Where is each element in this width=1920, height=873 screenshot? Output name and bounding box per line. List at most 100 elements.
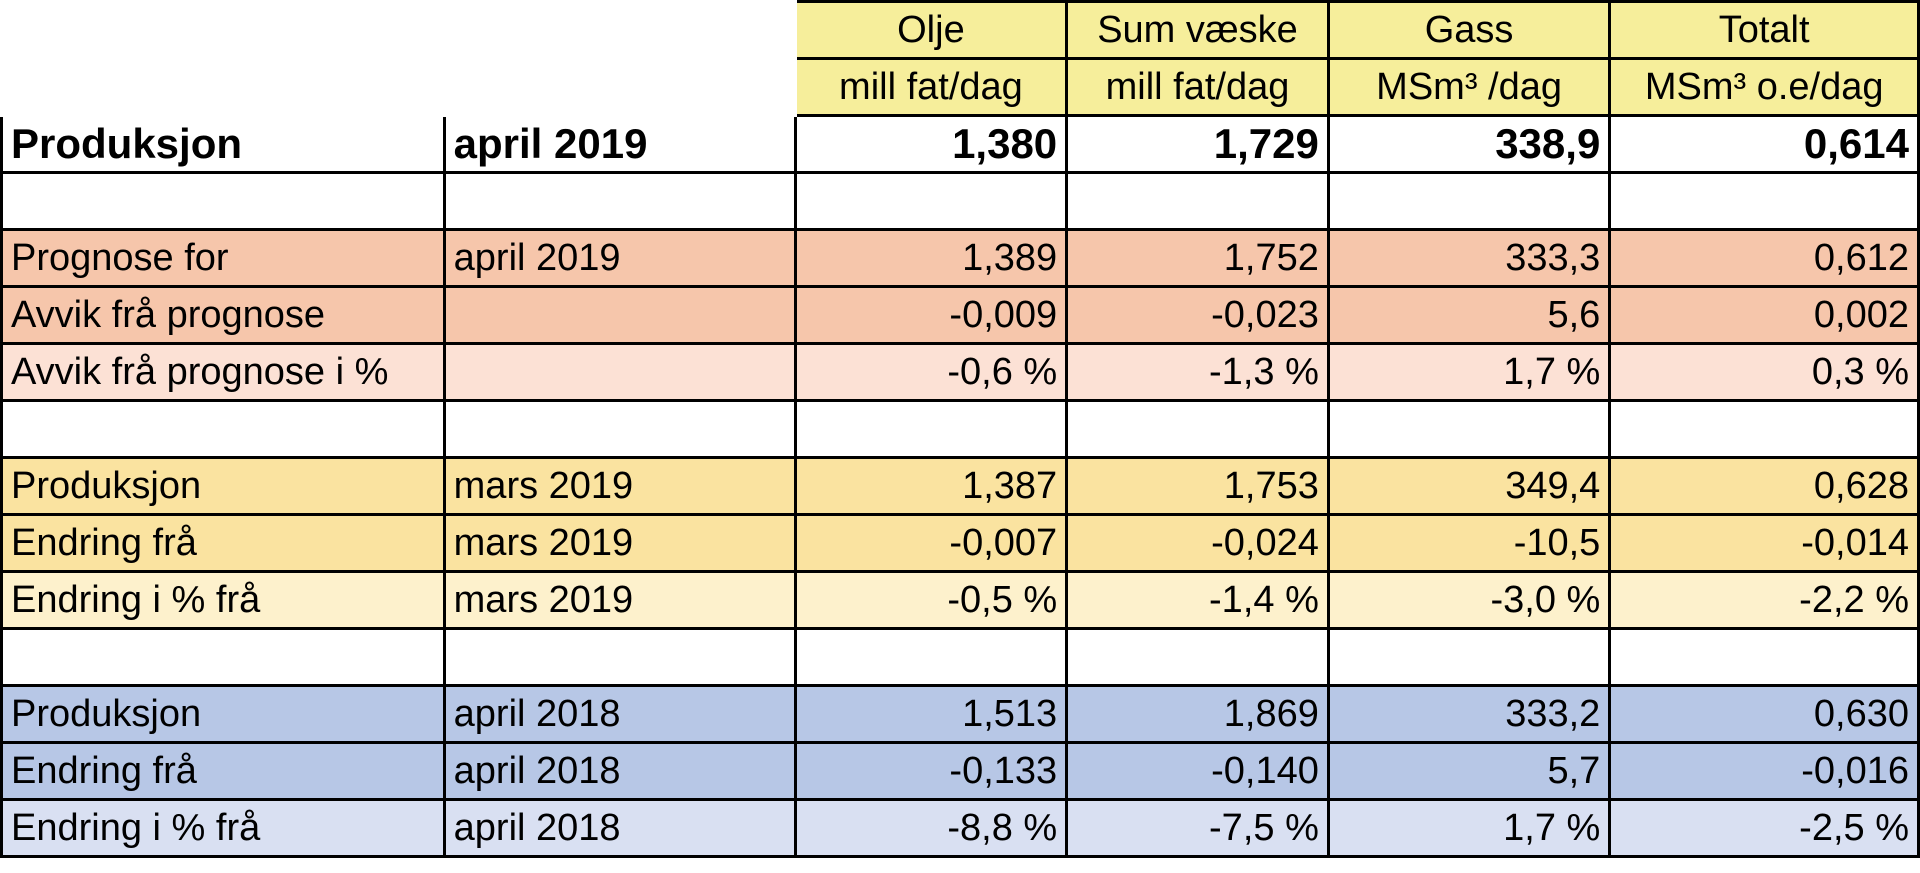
row-period: mars 2019: [442, 513, 797, 573]
row-label: Avvik frå prognose: [0, 285, 446, 345]
value-totalt: -0,016: [1608, 741, 1920, 801]
value-totalt: -2,5 %: [1608, 798, 1920, 858]
row-period: mars 2019: [442, 456, 797, 516]
row-label: Endring frå: [0, 741, 446, 801]
table-row-endring-pct-april-2018: Endring i % frå april 2018 -8,8 % -7,5 %…: [0, 798, 1920, 858]
value-gass: [1326, 399, 1612, 459]
table-row-empty: [0, 171, 1920, 231]
value-gass: 5,6: [1326, 285, 1612, 345]
value-totalt: [1608, 171, 1920, 231]
blank-cell: [444, 1, 796, 59]
value-sum-vaeske: 1,729: [1065, 114, 1330, 174]
value-totalt: 0,3 %: [1608, 342, 1920, 402]
value-olje: 1,387: [793, 456, 1069, 516]
value-gass: 1,7 %: [1326, 798, 1612, 858]
unit-olje: mill fat/dag: [793, 57, 1069, 117]
row-label: Produksjon: [0, 114, 446, 174]
row-period: april 2019: [442, 228, 797, 288]
value-olje: -0,009: [793, 285, 1069, 345]
value-totalt: 0,628: [1608, 456, 1920, 516]
row-label: [0, 627, 446, 687]
value-gass: 5,7: [1326, 741, 1612, 801]
row-label: Produksjon: [0, 684, 446, 744]
value-sum-vaeske: [1065, 171, 1330, 231]
table-row-endring-mars-2019: Endring frå mars 2019 -0,007 -0,024 -10,…: [0, 513, 1920, 573]
row-period: [442, 285, 797, 345]
row-period: [442, 627, 797, 687]
value-gass: [1326, 171, 1612, 231]
table-row-produksjon-april-2018: Produksjon april 2018 1,513 1,869 333,2 …: [0, 684, 1920, 744]
value-gass: -10,5: [1326, 513, 1612, 573]
row-period: april 2018: [442, 741, 797, 801]
value-sum-vaeske: -7,5 %: [1065, 798, 1330, 858]
unit-sum-vaeske: mill fat/dag: [1065, 57, 1330, 117]
value-olje: -0,6 %: [793, 342, 1069, 402]
value-gass: [1326, 627, 1612, 687]
value-sum-vaeske: -0,140: [1065, 741, 1330, 801]
value-gass: -3,0 %: [1326, 570, 1612, 630]
value-totalt: [1608, 627, 1920, 687]
value-sum-vaeske: -1,3 %: [1065, 342, 1330, 402]
value-olje: -0,133: [793, 741, 1069, 801]
value-olje: [793, 399, 1069, 459]
value-sum-vaeske: [1065, 627, 1330, 687]
header-row-units: mill fat/dag mill fat/dag MSm³ /dag MSm³…: [1, 57, 1920, 117]
row-label: Produksjon: [0, 456, 446, 516]
row-label: Endring i % frå: [0, 570, 446, 630]
value-olje: -0,5 %: [793, 570, 1069, 630]
value-sum-vaeske: 1,752: [1065, 228, 1330, 288]
table-row-endring-pct-mars-2019: Endring i % frå mars 2019 -0,5 % -1,4 % …: [0, 570, 1920, 630]
table-row-empty: [0, 399, 1920, 459]
value-gass: 338,9: [1326, 114, 1612, 174]
table-row-avvik-pct: Avvik frå prognose i % -0,6 % -1,3 % 1,7…: [0, 342, 1920, 402]
value-olje: [793, 171, 1069, 231]
value-sum-vaeske: 1,753: [1065, 456, 1330, 516]
row-period: april 2018: [442, 798, 797, 858]
value-totalt: 0,630: [1608, 684, 1920, 744]
row-period: [442, 399, 797, 459]
col-header-totalt: Totalt: [1608, 0, 1920, 60]
value-gass: 349,4: [1326, 456, 1612, 516]
value-sum-vaeske: 1,869: [1065, 684, 1330, 744]
value-totalt: 0,614: [1608, 114, 1920, 174]
value-sum-vaeske: [1065, 399, 1330, 459]
row-label: Endring frå: [0, 513, 446, 573]
table-row-avvik: Avvik frå prognose -0,009 -0,023 5,6 0,0…: [0, 285, 1920, 345]
col-header-sum-vaeske: Sum væske: [1065, 0, 1330, 60]
blank-cell: [444, 58, 796, 116]
unit-totalt: MSm³ o.e/dag: [1608, 57, 1920, 117]
value-totalt: -2,2 %: [1608, 570, 1920, 630]
value-sum-vaeske: -0,023: [1065, 285, 1330, 345]
table-row-produksjon-april-2019: Produksjon april 2019 1,380 1,729 338,9 …: [0, 114, 1920, 174]
value-totalt: -0,014: [1608, 513, 1920, 573]
value-olje: -8,8 %: [793, 798, 1069, 858]
value-gass: 333,3: [1326, 228, 1612, 288]
value-olje: 1,380: [793, 114, 1069, 174]
value-gass: 333,2: [1326, 684, 1612, 744]
value-sum-vaeske: -0,024: [1065, 513, 1330, 573]
table-row-prognose: Prognose for april 2019 1,389 1,752 333,…: [0, 228, 1920, 288]
value-totalt: 0,002: [1608, 285, 1920, 345]
blank-cell: [1, 1, 445, 59]
value-olje: -0,007: [793, 513, 1069, 573]
row-label: Avvik frå prognose i %: [0, 342, 446, 402]
row-label: [0, 399, 446, 459]
row-label: [0, 171, 446, 231]
row-period: [442, 342, 797, 402]
blank-cell: [1, 58, 445, 116]
unit-gass: MSm³ /dag: [1326, 57, 1612, 117]
col-header-gass: Gass: [1326, 0, 1612, 60]
value-sum-vaeske: -1,4 %: [1065, 570, 1330, 630]
row-label: Prognose for: [0, 228, 446, 288]
row-period: april 2018: [442, 684, 797, 744]
row-label: Endring i % frå: [0, 798, 446, 858]
header-row-names: Olje Sum væske Gass Totalt: [1, 0, 1920, 60]
value-totalt: 0,612: [1608, 228, 1920, 288]
value-olje: [793, 627, 1069, 687]
row-period: mars 2019: [442, 570, 797, 630]
table-row-empty: [0, 627, 1920, 687]
value-totalt: [1608, 399, 1920, 459]
row-period: april 2019: [442, 114, 797, 174]
row-period: [442, 171, 797, 231]
